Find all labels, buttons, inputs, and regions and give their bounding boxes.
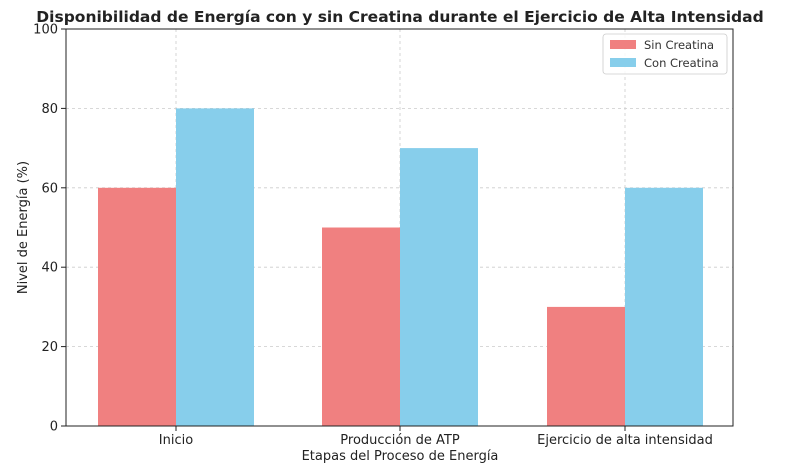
y-tick-label: 40 <box>41 261 58 276</box>
y-axis-ticks: 0 20 40 60 80 100 <box>33 23 66 435</box>
legend-label-con-creatina: Con Creatina <box>644 56 719 70</box>
bar-con-creatina-ejercicio-de-alta-intensidad <box>625 187 703 426</box>
x-tick-label: Producción de ATP <box>340 433 460 448</box>
bars <box>98 108 703 427</box>
bar-sin-creatina-ejercicio-de-alta-intensidad <box>547 306 625 426</box>
legend-label-sin-creatina: Sin Creatina <box>644 38 714 52</box>
chart-title: Disponibilidad de Energía con y sin Crea… <box>36 8 763 26</box>
legend: Sin Creatina Con Creatina <box>602 33 728 75</box>
bar-sin-creatina-produccion-de-atp <box>322 227 400 426</box>
bar-con-creatina-produccion-de-atp <box>400 148 478 426</box>
y-tick-label: 20 <box>41 340 58 355</box>
x-tick-label: Ejercicio de alta intensidad <box>537 433 713 448</box>
bar-sin-creatina-inicio <box>98 187 176 426</box>
y-tick-label: 0 <box>50 420 58 435</box>
y-tick-label: 100 <box>33 23 58 38</box>
y-axis-label: Nivel de Energía (%) <box>16 161 31 294</box>
y-tick-label: 60 <box>41 181 58 196</box>
x-tick-label: Inicio <box>159 433 193 448</box>
x-axis-ticks: Inicio Producción de ATP Ejercicio de alta… <box>159 426 713 448</box>
bar-con-creatina-inicio <box>176 108 254 427</box>
legend-swatch-con-creatina <box>610 58 636 67</box>
x-axis-label: Etapas del Proceso de Energía <box>302 449 499 464</box>
y-tick-label: 80 <box>41 102 58 117</box>
legend-swatch-sin-creatina <box>610 40 636 49</box>
